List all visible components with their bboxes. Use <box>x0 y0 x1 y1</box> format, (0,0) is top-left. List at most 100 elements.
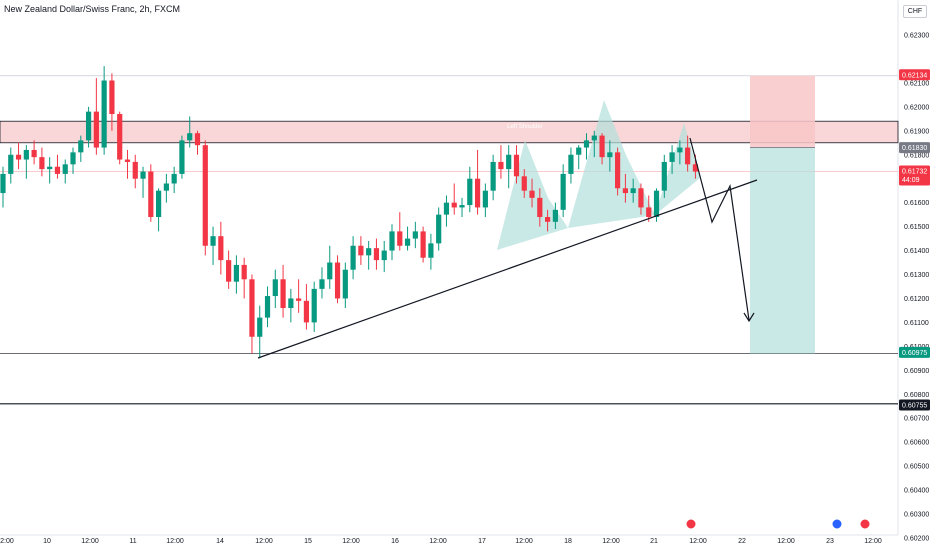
candle-body <box>31 149 37 158</box>
candle-body <box>560 173 566 210</box>
candle-body <box>576 147 582 155</box>
candle-body <box>62 164 68 174</box>
event-marker-icon[interactable] <box>685 518 697 530</box>
stop-loss-zone[interactable] <box>750 75 815 148</box>
candle-body <box>288 298 294 309</box>
x-tick-label: 11 <box>129 538 136 545</box>
x-tick-label: 12:00 <box>255 538 273 545</box>
candle-body <box>311 288 317 323</box>
x-tick-label: 21 <box>650 538 658 545</box>
candle-body <box>420 231 426 258</box>
candle-body <box>194 133 201 146</box>
x-tick-label: 16 <box>391 538 399 545</box>
candle-body <box>506 154 512 170</box>
resistance-zone <box>0 120 899 144</box>
candle-body <box>303 300 310 323</box>
x-tick-label: 12:00 <box>0 538 14 545</box>
candle-body <box>474 178 481 208</box>
candle-body <box>490 161 496 191</box>
candle-body <box>389 231 395 251</box>
candle-body <box>117 114 123 160</box>
x-tick-label: 18 <box>564 538 572 545</box>
x-tick-label: 12:00 <box>864 538 882 545</box>
currency-badge[interactable]: CHF <box>903 5 927 18</box>
candle-body <box>334 262 341 299</box>
candle-body <box>537 197 543 218</box>
x-tick-label: 23 <box>826 538 834 545</box>
candle-body <box>428 243 434 258</box>
candle-body <box>39 157 45 170</box>
candle-body <box>54 166 61 174</box>
candle-body <box>467 178 473 206</box>
x-tick-label: 12:00 <box>777 538 795 545</box>
x-tick-label: 14 <box>216 538 224 545</box>
zone-label: Left Shoulder <box>507 124 543 130</box>
x-tick-label: 12:00 <box>602 538 620 545</box>
price-tag-label: 0.60755 <box>902 403 927 410</box>
candle-body <box>630 188 636 194</box>
y-tick-label: 0.61600 <box>904 200 929 207</box>
candle-body <box>210 236 216 246</box>
y-tick-label: 0.60700 <box>904 416 929 423</box>
candle-body <box>241 264 247 280</box>
candle-body <box>257 317 263 337</box>
candle-body <box>163 183 169 191</box>
candle-body <box>685 147 691 165</box>
price-tag <box>899 69 930 81</box>
trendline[interactable] <box>257 179 758 359</box>
candle-body <box>615 152 621 189</box>
candle-body <box>296 298 302 301</box>
candle-body <box>482 190 488 208</box>
candle-body <box>692 164 699 172</box>
candle-body <box>109 80 115 115</box>
head-shape <box>568 100 655 228</box>
candle-body <box>171 173 177 184</box>
candle-body <box>148 171 154 218</box>
candle-body <box>591 135 597 141</box>
candle-body <box>280 279 286 309</box>
candle-body <box>15 154 22 160</box>
x-tick-label: 12:00 <box>689 538 707 545</box>
candle-body <box>47 166 53 170</box>
candle-body <box>93 111 99 148</box>
x-tick-label: 12:00 <box>342 538 360 545</box>
candle-body <box>202 145 208 246</box>
y-tick-label: 0.60900 <box>904 368 929 375</box>
candle-body <box>358 245 364 256</box>
candle-body <box>373 248 380 261</box>
projection-path[interactable] <box>689 137 750 321</box>
y-tick-label: 0.62300 <box>904 33 929 40</box>
candle-body <box>124 159 131 162</box>
candle-body <box>513 154 520 177</box>
candle-body <box>521 176 527 191</box>
y-tick-label: 0.61100 <box>904 320 929 327</box>
y-tick-label: 0.60300 <box>904 512 929 519</box>
candle-body <box>342 269 348 299</box>
projection-arrowhead <box>743 312 755 323</box>
candle-body <box>545 217 551 222</box>
y-tick-label: 0.61200 <box>904 296 929 303</box>
event-marker-icon[interactable] <box>831 518 843 530</box>
candle-body <box>218 236 224 261</box>
candle-body <box>607 152 613 158</box>
candle-body <box>101 80 107 148</box>
candle-body <box>653 190 660 218</box>
take-profit-zone[interactable] <box>750 147 815 354</box>
event-marker-icon[interactable] <box>859 518 871 530</box>
candle-body <box>350 245 356 270</box>
price-tag <box>899 165 930 186</box>
candle-body <box>187 133 193 141</box>
candle-body <box>226 260 232 282</box>
price-tag-label: 0.60975 <box>902 350 927 357</box>
y-tick-label: 0.60600 <box>904 440 929 447</box>
candle-body <box>140 171 146 179</box>
x-tick-label: 12:00 <box>429 538 447 545</box>
candle-body <box>85 111 92 141</box>
candle-body <box>646 207 652 218</box>
candle-body <box>249 279 255 337</box>
y-tick-label: 0.60800 <box>904 392 929 399</box>
y-tick-label: 0.62100 <box>904 80 929 87</box>
candle-body <box>404 238 411 246</box>
y-tick-label: 0.60400 <box>904 488 929 495</box>
